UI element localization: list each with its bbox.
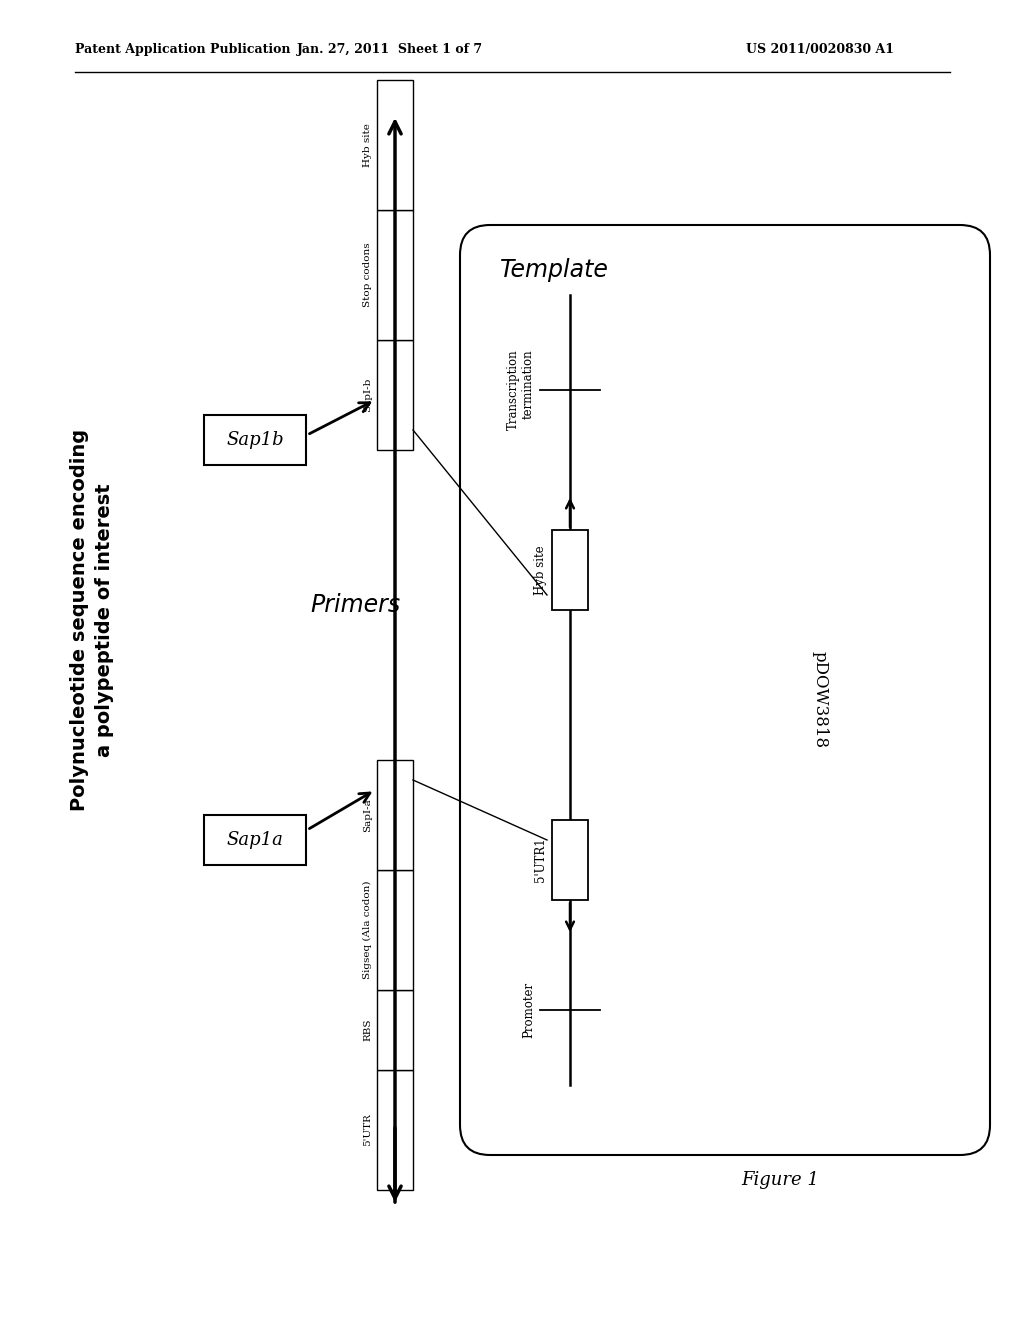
Bar	[377, 210, 413, 341]
Bar	[377, 760, 413, 870]
Bar	[377, 990, 413, 1071]
Text: Hyb site: Hyb site	[534, 545, 547, 595]
Text: RBS: RBS	[362, 1019, 372, 1041]
Bar	[377, 341, 413, 450]
Bar	[377, 1071, 413, 1191]
Text: Stop codons: Stop codons	[362, 243, 372, 308]
Text: Sigseq (Ala codon): Sigseq (Ala codon)	[362, 880, 372, 979]
Text: Transcription
termination: Transcription termination	[507, 350, 535, 430]
Bar	[377, 81, 413, 210]
Bar	[377, 870, 413, 990]
Text: Template: Template	[500, 257, 609, 282]
Text: Hyb site: Hyb site	[362, 123, 372, 166]
Text: Patent Application Publication: Patent Application Publication	[75, 44, 291, 57]
Text: SapI-a: SapI-a	[362, 799, 372, 832]
Text: Figure 1: Figure 1	[741, 1171, 819, 1189]
Text: Promoter: Promoter	[522, 982, 535, 1038]
FancyBboxPatch shape	[460, 224, 990, 1155]
Bar	[552, 820, 588, 900]
Text: Sap1b: Sap1b	[226, 432, 284, 449]
Text: a polypeptide of interest: a polypeptide of interest	[95, 483, 115, 756]
Bar	[552, 531, 588, 610]
Text: SapI-b: SapI-b	[362, 378, 372, 412]
Text: Polynucleotide sequence encoding: Polynucleotide sequence encoding	[71, 429, 89, 810]
Text: Sap1a: Sap1a	[226, 832, 284, 849]
Text: 5'UTR1: 5'UTR1	[534, 838, 547, 882]
FancyBboxPatch shape	[204, 414, 306, 465]
Text: Jan. 27, 2011  Sheet 1 of 7: Jan. 27, 2011 Sheet 1 of 7	[297, 44, 483, 57]
Text: Primers: Primers	[310, 593, 400, 616]
Text: 5'UTR: 5'UTR	[362, 1114, 372, 1147]
Text: pDOW3818: pDOW3818	[811, 652, 828, 748]
Text: US 2011/0020830 A1: US 2011/0020830 A1	[746, 44, 894, 57]
FancyBboxPatch shape	[204, 814, 306, 865]
